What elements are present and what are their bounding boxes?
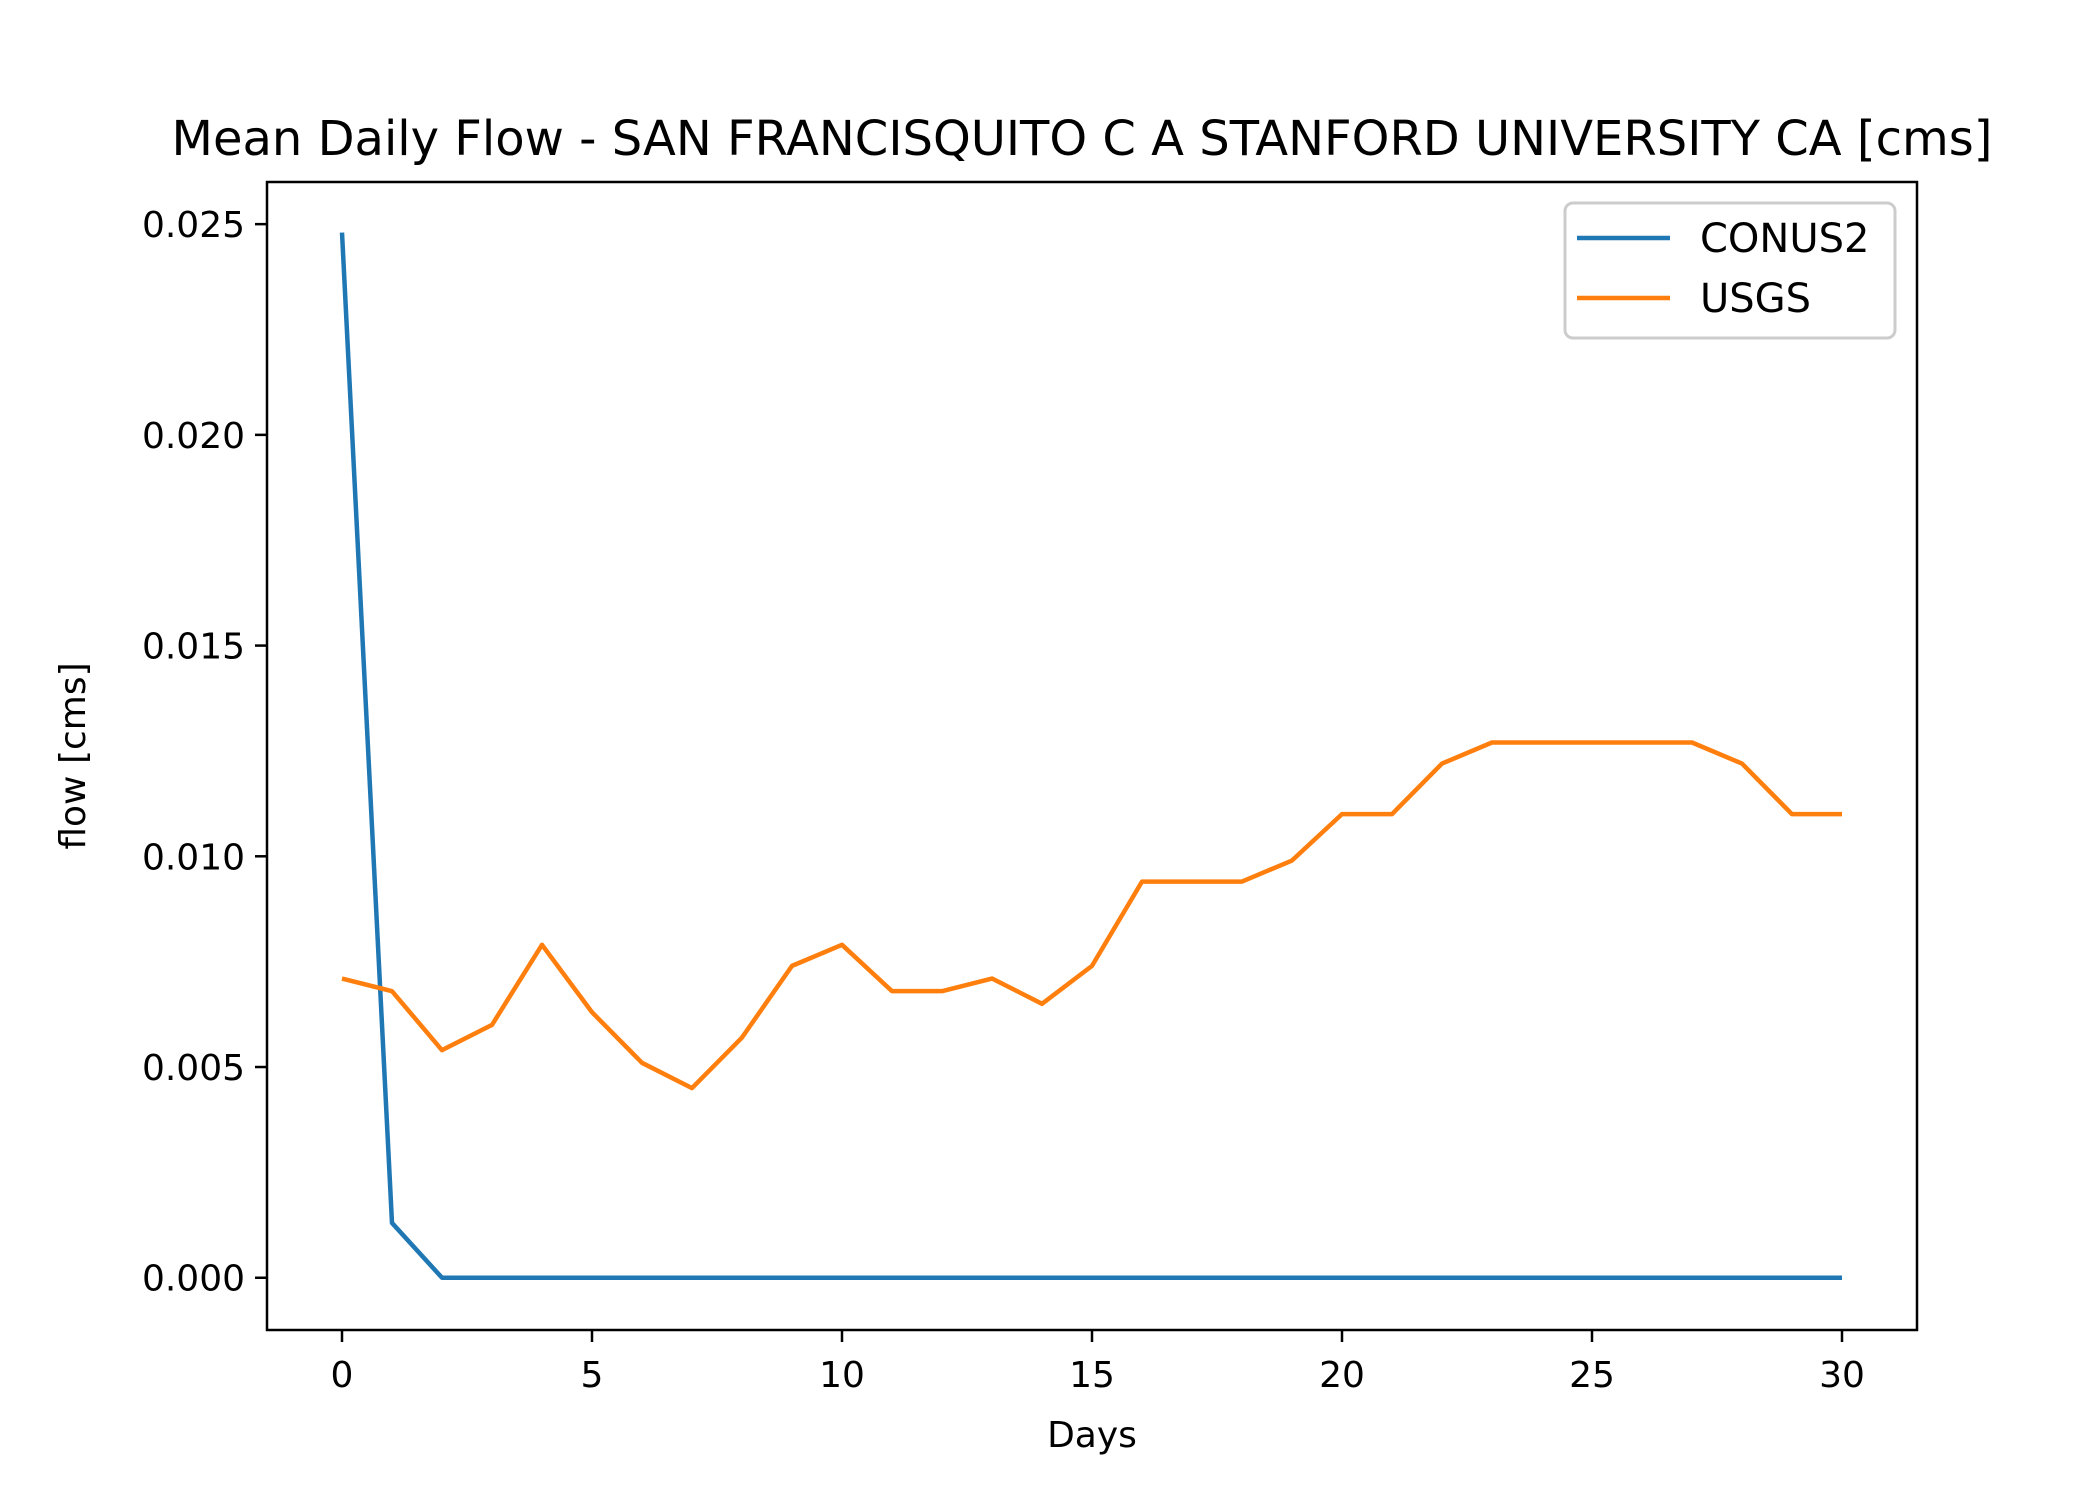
x-tick-label: 0 <box>331 1355 354 1396</box>
y-tick-label: 0.020 <box>142 416 245 457</box>
x-tick-label: 30 <box>1819 1355 1865 1396</box>
series-line-conus2 <box>339 232 1842 1280</box>
legend-label-conus2: CONUS2 <box>1700 216 1869 262</box>
chart-title: Mean Daily Flow - SAN FRANCISQUITO C A S… <box>172 111 1993 167</box>
y-tick-label: 0.000 <box>142 1259 245 1300</box>
legend: CONUS2 USGS <box>1563 201 1897 340</box>
x-axis: 0 5 10 15 20 25 30 <box>331 1330 1865 1396</box>
legend-label-usgs: USGS <box>1700 276 1811 322</box>
y-axis-label: flow [cms] <box>53 662 94 849</box>
y-axis: 0.000 0.005 0.010 0.015 0.020 0.025 <box>142 205 267 1300</box>
x-axis-label: Days <box>1047 1415 1137 1456</box>
y-tick-label: 0.025 <box>142 205 245 246</box>
x-tick-label: 25 <box>1569 1355 1615 1396</box>
series-layer <box>339 232 1842 1280</box>
x-tick-label: 15 <box>1069 1355 1115 1396</box>
y-tick-label: 0.015 <box>142 627 245 668</box>
y-tick-label: 0.010 <box>142 837 245 878</box>
y-tick-label: 0.005 <box>142 1048 245 1089</box>
series-line-usgs <box>341 740 1842 1091</box>
x-tick-label: 20 <box>1319 1355 1365 1396</box>
x-tick-label: 10 <box>819 1355 865 1396</box>
x-tick-label: 5 <box>581 1355 604 1396</box>
